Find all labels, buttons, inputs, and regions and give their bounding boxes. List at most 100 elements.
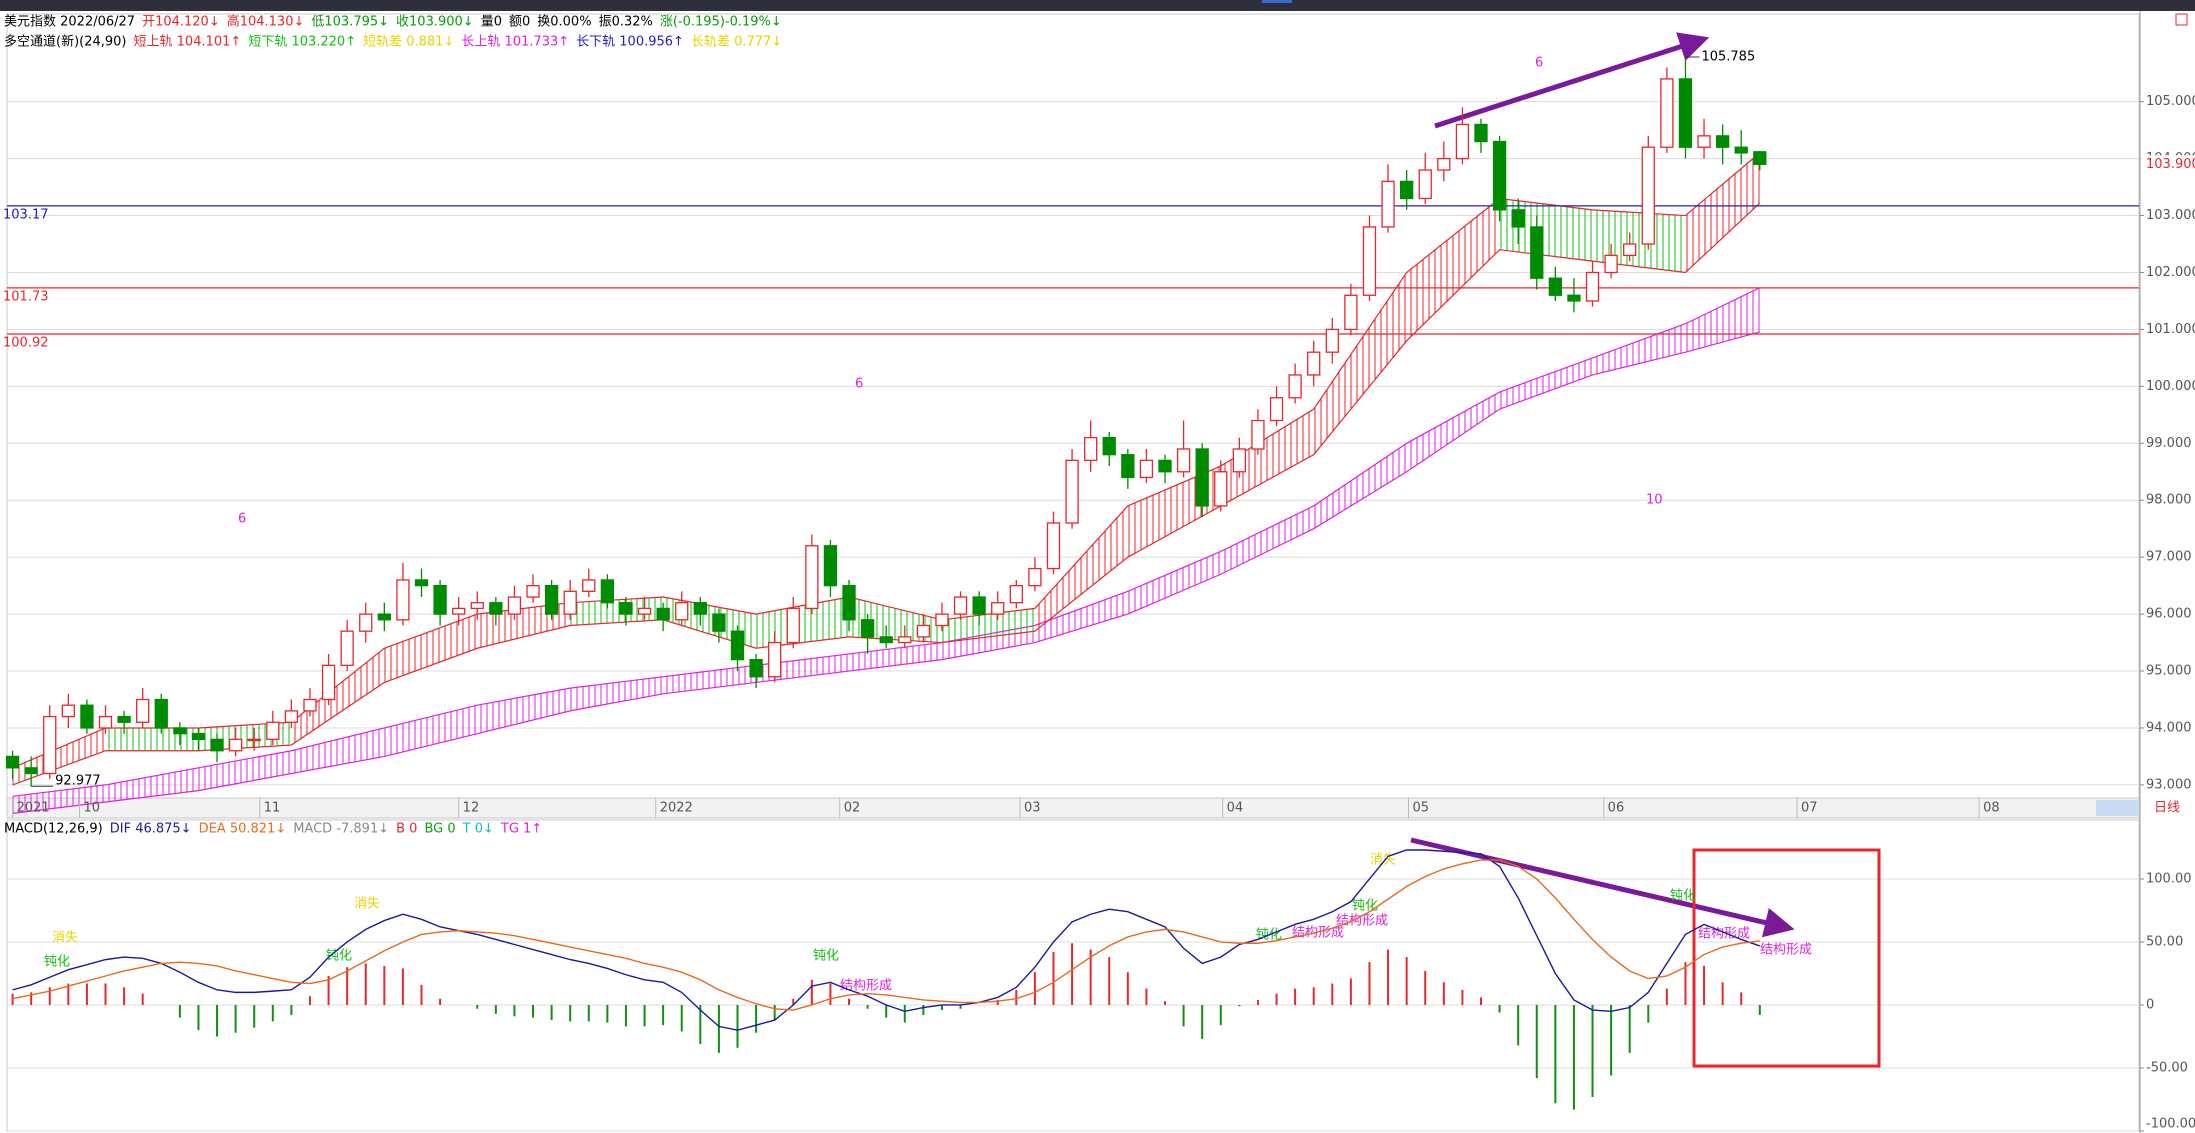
info-item: 量0 [481,15,502,30]
candle-body [860,619,875,638]
candle-body [173,727,187,735]
x-tick-label: 11 [264,801,281,816]
candle-body [1214,471,1228,507]
candle-body [1381,180,1395,228]
candle-body [1158,459,1172,473]
y-tick-label: 0 [2146,997,2154,1012]
candle-body [582,579,596,592]
y-tick-label: 100.000 [2146,379,2195,394]
macd-line [12,859,1760,1011]
channel-band [1313,443,1407,529]
candle-body [1028,567,1042,587]
macd-label: 结构形成 [1760,943,1812,958]
y-tick-label: 99.000 [2146,436,2192,451]
candle-body [98,715,113,729]
candle-body [1325,328,1339,353]
candle-body [1437,157,1451,171]
period-label[interactable]: 日线 [2154,801,2180,816]
candle-body [1307,351,1321,376]
candle-body [935,613,949,627]
candle-body [1418,169,1432,200]
channel-band [663,665,757,694]
x-tick-label: 10 [83,801,100,816]
candle-body [712,613,726,632]
y-tick-label: 95.000 [2146,664,2192,679]
channel-band [1685,287,1760,353]
candle-body [452,607,466,615]
y-tick-label: -100.00 [2146,1117,2195,1132]
x-tick-label: 06 [1608,801,1625,816]
candle-body [1084,436,1098,462]
high-label: 105.785 [1701,49,1755,64]
channel-band [1313,272,1407,455]
macd-label: 结构形成 [1292,926,1344,941]
info-item: MACD(12,26,9) [4,822,103,837]
info-item: 美元指数 2022/06/27 [4,15,135,30]
channel-band [12,784,106,814]
candle-body [619,602,633,615]
channel-band [1406,198,1500,341]
candle-body [1195,448,1209,507]
info-item: MACD -7.891↓ [293,822,389,837]
candle-body [321,664,336,701]
candle-body [1121,454,1135,479]
annotation: 6 [855,377,863,392]
candle-body [1623,243,1637,257]
info-item: 多空通道(新)(24,90) [4,34,127,50]
corner-icon[interactable] [2175,13,2188,26]
annotation: 10 [1646,493,1663,508]
x-tick-label: 12 [463,801,480,816]
candle-body [1530,226,1544,279]
info-item: T 0↓ [462,822,494,837]
info-item: 涨(-0.195)-0.19%↓ [660,15,782,30]
candle-body [805,545,819,610]
y-tick-label: 94.000 [2146,720,2192,735]
info-item: B 0 [396,822,417,837]
candle-body [1139,459,1154,479]
info-item: 高104.130↓ [227,14,305,30]
low-label: 92.977 [55,774,101,789]
x-axis-strip [6,797,2140,819]
candle-body [1641,146,1655,245]
level-label: 103.17 [3,207,49,222]
candle-body [1251,419,1265,450]
info-item: 换0.00% [537,15,591,30]
candle-body [1734,146,1748,154]
candle-body [675,602,689,621]
x-tick-label: 07 [1801,801,1818,816]
channel-band [1499,357,1593,410]
candle-body [5,755,20,769]
trend-arrow [1434,32,1710,129]
last-price-label: 103.900 [2146,157,2195,172]
candle-body [1102,436,1116,456]
candle-body [489,602,503,615]
candle-body [340,630,354,666]
channel-band [1406,392,1500,472]
period-box[interactable] [2096,800,2138,816]
candle-body [693,602,707,615]
annotation: 6 [1535,56,1543,71]
info-item: 开104.120↓ [142,15,220,30]
candle-body [1753,151,1767,165]
info-item: 低103.795↓ [311,15,389,30]
candle-body [972,596,986,615]
candle-body [1046,522,1061,570]
candle-body [433,584,447,615]
y-tick-label: 103.000 [2146,208,2195,223]
channel-band [1220,409,1314,506]
x-tick-label: 05 [1413,801,1430,816]
candle-body [600,579,615,604]
candle-body [786,607,800,644]
channel-line [12,287,1761,797]
channel-band [477,688,571,734]
candle-body [1344,294,1358,331]
annotation: 6 [238,512,246,527]
channel-band [570,597,664,626]
candle-body [470,602,484,610]
channel-band [291,727,385,774]
candle-body [526,584,540,598]
candle-body [879,636,893,644]
channel-band [384,614,478,683]
candle-body [303,698,317,712]
